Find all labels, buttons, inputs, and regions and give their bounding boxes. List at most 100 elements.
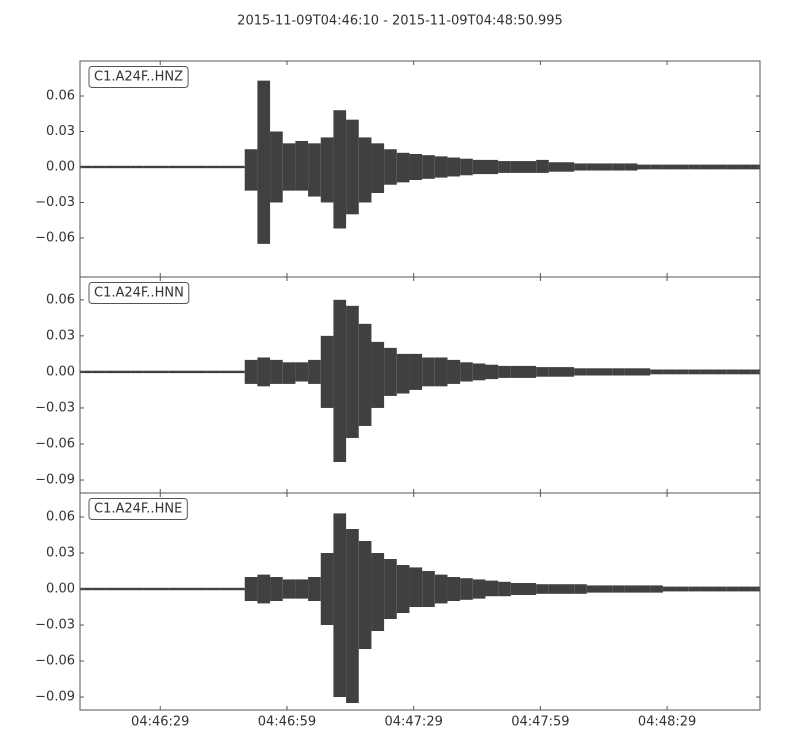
waveform-segment bbox=[434, 574, 448, 604]
waveform-segment bbox=[599, 368, 613, 376]
waveform-segment bbox=[308, 143, 321, 197]
figure-title: 2015-11-09T04:46:10 - 2015-11-09T04:48:5… bbox=[237, 14, 563, 29]
waveform-segment bbox=[498, 365, 511, 378]
waveform-segment bbox=[371, 143, 385, 194]
waveform-segment bbox=[358, 137, 372, 203]
waveform-segment bbox=[244, 149, 258, 191]
waveform-segment bbox=[168, 370, 182, 374]
waveform-segment bbox=[358, 323, 372, 426]
waveform-segment bbox=[232, 587, 245, 591]
waveform-segment bbox=[320, 553, 334, 626]
y-tick-label: 0.00 bbox=[46, 364, 75, 379]
waveform-segment bbox=[675, 164, 689, 170]
trace-label: C1.A24F..HNZ bbox=[94, 70, 183, 85]
waveform-segment bbox=[561, 367, 575, 377]
x-tick-label: 04:47:59 bbox=[511, 715, 569, 730]
waveform-segment bbox=[206, 165, 220, 169]
waveform-segment bbox=[738, 164, 752, 170]
waveform-segment bbox=[194, 370, 207, 374]
waveform-segment bbox=[118, 370, 131, 374]
waveform-segment bbox=[650, 369, 663, 375]
waveform-segment bbox=[612, 163, 625, 171]
waveform-segment bbox=[688, 369, 701, 375]
waveform-segment bbox=[409, 567, 423, 608]
trace-label: C1.A24F..HNE bbox=[94, 502, 182, 517]
waveform-segment bbox=[472, 363, 486, 381]
waveform-segment bbox=[599, 585, 613, 593]
waveform-segment bbox=[485, 364, 499, 380]
waveform-segment bbox=[536, 367, 549, 377]
waveform-segment bbox=[751, 369, 760, 375]
waveform-segment bbox=[219, 587, 233, 591]
waveform-segment bbox=[548, 367, 562, 377]
waveform-segment bbox=[181, 165, 195, 169]
waveform-segment bbox=[396, 565, 410, 614]
y-tick-label: 0.06 bbox=[46, 510, 75, 525]
trace-label-box bbox=[88, 66, 189, 88]
waveform-segment bbox=[498, 161, 511, 173]
x-tick-label: 04:46:59 bbox=[258, 715, 316, 730]
waveform-segment bbox=[384, 347, 397, 396]
waveform-segment bbox=[523, 161, 537, 173]
y-tick-label: −0.03 bbox=[35, 400, 75, 415]
trace-label: C1.A24F..HNN bbox=[94, 286, 184, 301]
waveform-segment bbox=[194, 587, 207, 591]
waveform-segment bbox=[232, 165, 245, 169]
waveform-segment bbox=[624, 368, 638, 376]
waveform-segment bbox=[143, 370, 157, 374]
waveform-segment bbox=[561, 584, 575, 594]
waveform-segment bbox=[282, 579, 296, 599]
waveform-segment bbox=[422, 357, 435, 387]
waveform-segment bbox=[168, 165, 182, 169]
waveform-segment bbox=[181, 370, 195, 374]
waveform-segment bbox=[675, 369, 689, 375]
trace-label-box bbox=[88, 498, 188, 520]
waveform-segment bbox=[143, 587, 157, 591]
waveform-segment bbox=[270, 131, 283, 203]
waveform-segment bbox=[536, 159, 549, 173]
waveform-segment bbox=[460, 362, 473, 382]
waveform-segment bbox=[738, 369, 752, 375]
waveform-segment bbox=[92, 370, 106, 374]
waveform-segment bbox=[460, 578, 473, 600]
waveform-segment bbox=[130, 370, 144, 374]
waveform-segment bbox=[510, 583, 524, 596]
waveform-segment bbox=[333, 299, 347, 463]
waveform-segment bbox=[346, 529, 359, 704]
waveform-segment bbox=[700, 369, 714, 375]
waveform-segment bbox=[472, 159, 486, 175]
y-tick-label: 0.06 bbox=[46, 292, 75, 307]
y-tick-label: 0.00 bbox=[46, 582, 75, 597]
waveform-segment bbox=[181, 587, 195, 591]
waveform-segment bbox=[650, 164, 663, 170]
waveform-segment bbox=[434, 156, 448, 178]
waveform-segment bbox=[105, 165, 119, 169]
waveform-segment bbox=[118, 165, 131, 169]
waveform-segment bbox=[498, 581, 511, 597]
waveform-segment bbox=[295, 362, 309, 382]
waveform-segment bbox=[510, 161, 524, 173]
waveform-segment bbox=[295, 140, 309, 191]
waveform-segment bbox=[270, 359, 283, 384]
waveform-segment bbox=[637, 164, 651, 170]
y-tick-label: 0.03 bbox=[46, 328, 75, 343]
waveform-segment bbox=[105, 370, 119, 374]
waveform-segment bbox=[472, 579, 486, 599]
waveform-segment bbox=[624, 585, 638, 593]
waveform-segment bbox=[105, 587, 119, 591]
waveform-segment bbox=[358, 541, 372, 650]
waveform-segment bbox=[194, 165, 207, 169]
waveform-segment bbox=[143, 165, 157, 169]
waveform-segment bbox=[206, 587, 220, 591]
waveform-segment bbox=[662, 164, 676, 170]
waveform-segment bbox=[219, 165, 233, 169]
waveform-segment bbox=[751, 586, 760, 592]
waveform-segment bbox=[637, 368, 651, 376]
waveform-segment bbox=[662, 369, 676, 375]
waveform-segment bbox=[257, 357, 271, 387]
waveform-segment bbox=[447, 157, 461, 177]
waveform-segment bbox=[156, 370, 169, 374]
waveform-segment bbox=[738, 586, 752, 592]
waveform-segment bbox=[244, 577, 258, 602]
y-tick-label: −0.09 bbox=[35, 473, 75, 488]
